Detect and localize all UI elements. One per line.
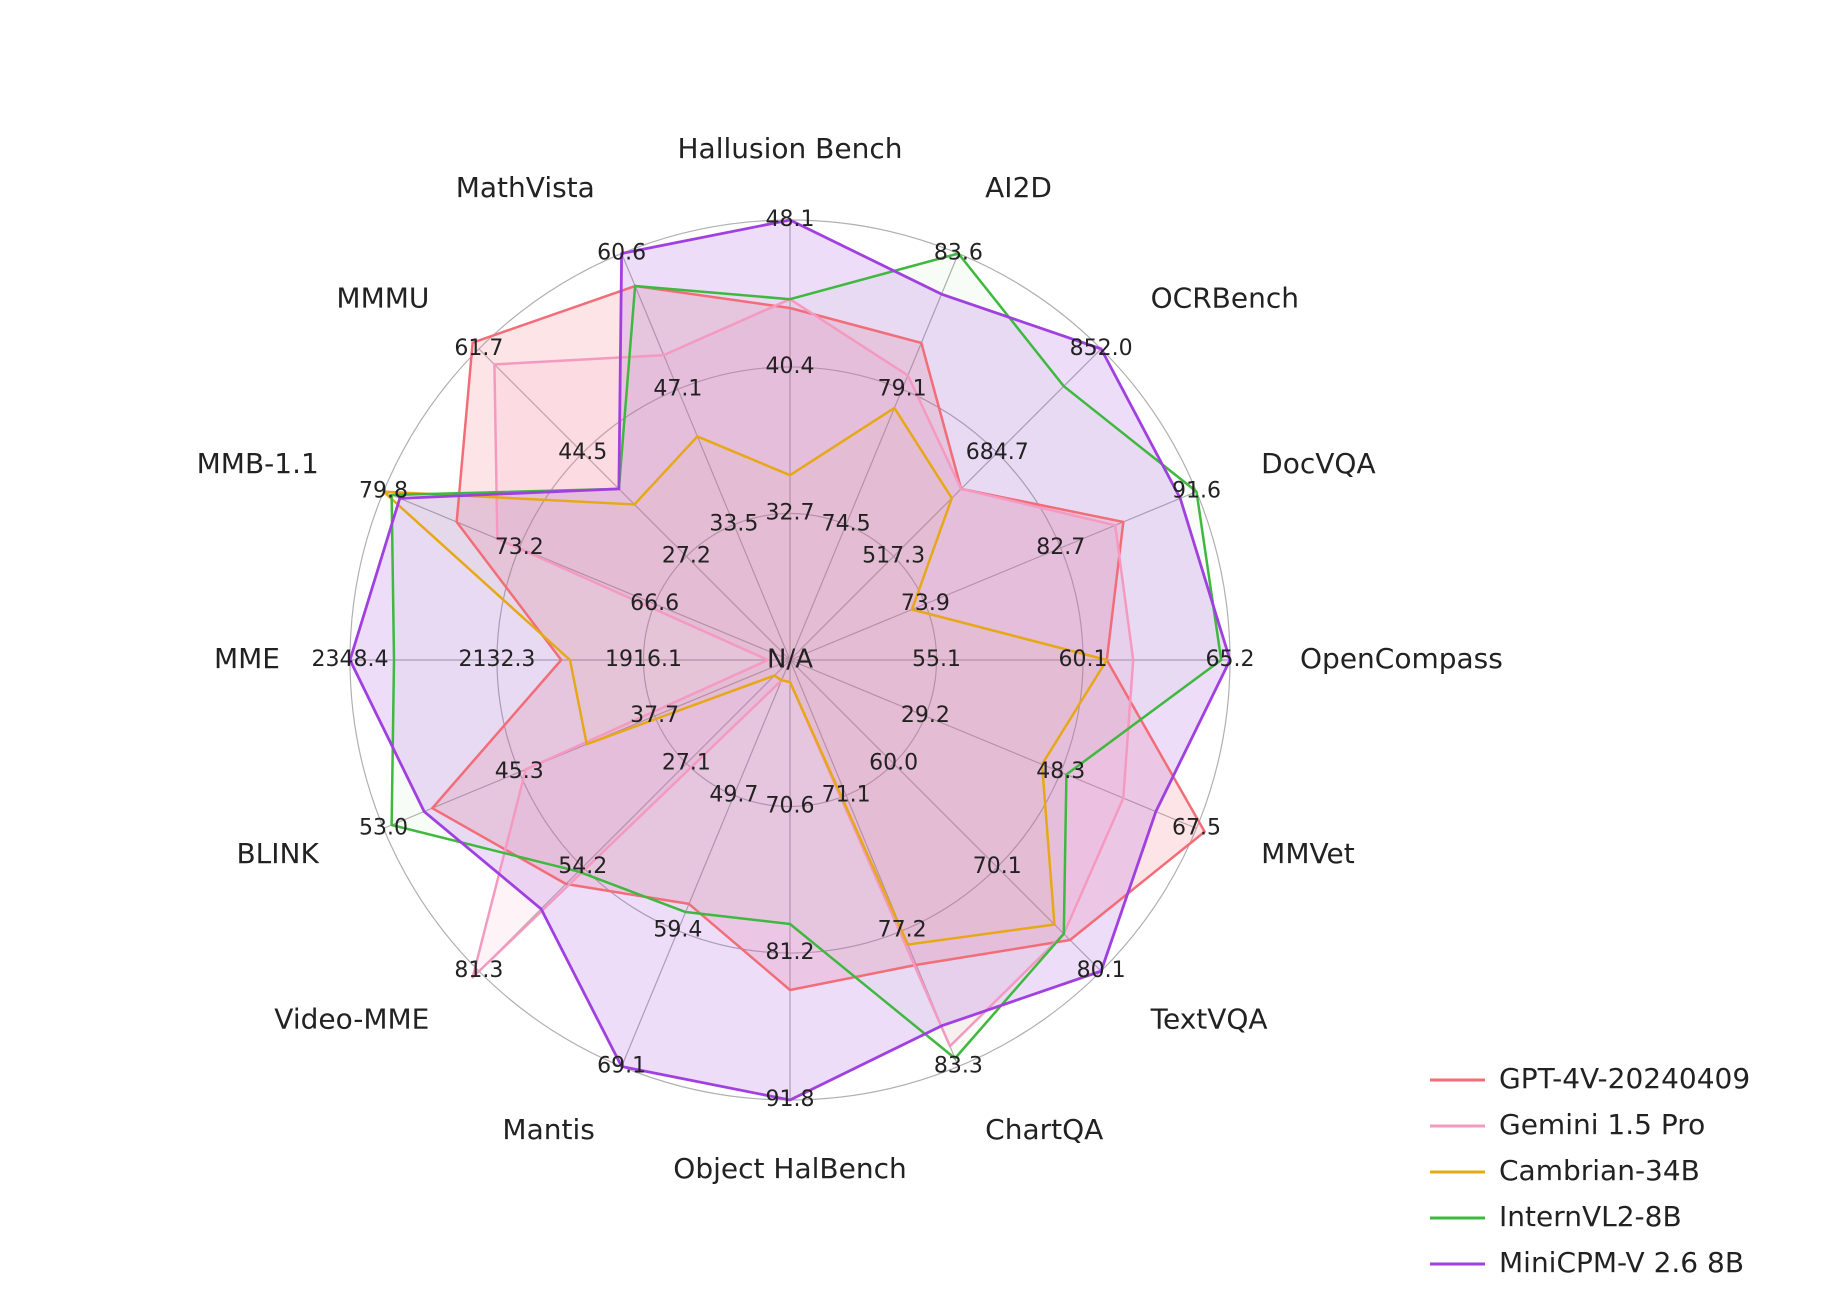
- legend-label: InternVL2-8B: [1499, 1200, 1682, 1233]
- tick-label: 91.6: [1172, 479, 1221, 504]
- axis-label: Mantis: [502, 1113, 594, 1146]
- tick-label: 55.1: [912, 647, 961, 672]
- center-label: N/A: [767, 645, 813, 675]
- axis-label: Video-MME: [274, 1003, 429, 1036]
- axis-label: MMMU: [336, 281, 429, 314]
- axis-label: DocVQA: [1261, 447, 1375, 480]
- tick-label: 73.2: [495, 535, 544, 560]
- tick-label: 73.9: [901, 591, 950, 616]
- tick-label: 70.6: [766, 794, 815, 819]
- tick-label: 79.8: [359, 479, 408, 504]
- tick-label: 2348.4: [312, 647, 389, 672]
- tick-label: 684.7: [966, 440, 1029, 465]
- tick-label: 83.6: [934, 240, 983, 265]
- tick-label: 852.0: [1070, 336, 1133, 361]
- tick-label: 80.1: [1077, 958, 1126, 983]
- tick-label: 67.5: [1172, 815, 1221, 840]
- tick-label: 71.1: [822, 782, 871, 807]
- tick-label: 40.4: [766, 354, 815, 379]
- axis-label: Hallusion Bench: [678, 132, 903, 165]
- tick-label: 29.2: [901, 703, 950, 728]
- tick-label: 82.7: [1036, 535, 1085, 560]
- tick-label: 1916.1: [605, 647, 682, 672]
- axis-label: BLINK: [236, 837, 319, 870]
- axis-label: MMB-1.1: [197, 447, 319, 480]
- tick-label: 48.3: [1036, 759, 1085, 784]
- tick-label: 27.1: [662, 751, 711, 776]
- tick-label: 81.2: [766, 940, 815, 965]
- tick-label: 27.2: [662, 543, 711, 568]
- axis-label: MMVet: [1261, 837, 1355, 870]
- tick-label: 66.6: [630, 591, 679, 616]
- tick-label: 33.5: [709, 512, 758, 537]
- radar-chart-container: 32.7 40.4 48.1 74.5 79.1 83.6 517.3 684.7 852.0 7…: [0, 0, 1822, 1314]
- legend-label: GPT-4V-20240409: [1499, 1062, 1750, 1095]
- tick-label: 45.3: [495, 759, 544, 784]
- axis-label: ChartQA: [985, 1113, 1103, 1146]
- tick-label: 49.7: [709, 782, 758, 807]
- tick-label: 79.1: [878, 376, 927, 401]
- tick-label: 70.1: [973, 854, 1022, 879]
- tick-label: 47.1: [653, 376, 702, 401]
- axis-label: OpenCompass: [1300, 642, 1503, 675]
- tick-label: 83.3: [934, 1054, 983, 1079]
- axis-label: MME: [214, 642, 280, 675]
- tick-label: 32.7: [766, 500, 815, 525]
- tick-label: 48.1: [766, 207, 815, 232]
- legend-label: Gemini 1.5 Pro: [1499, 1108, 1705, 1141]
- tick-label: 91.8: [766, 1087, 815, 1112]
- axis-label: MathVista: [456, 171, 595, 204]
- tick-label: 77.2: [878, 918, 927, 943]
- tick-label: 65.2: [1206, 647, 1255, 672]
- tick-label: 59.4: [653, 918, 702, 943]
- tick-label: 2132.3: [458, 647, 535, 672]
- tick-label: 44.5: [558, 440, 607, 465]
- axis-label: Object HalBench: [673, 1152, 906, 1185]
- legend: GPT-4V-20240409 Gemini 1.5 Pro Cambrian-34…: [1430, 1062, 1750, 1279]
- axis-label: OCRBench: [1151, 281, 1299, 314]
- radar-chart: 32.7 40.4 48.1 74.5 79.1 83.6 517.3 684.7 852.0 7…: [0, 0, 1822, 1314]
- tick-label: 60.6: [597, 240, 646, 265]
- axis-label: AI2D: [985, 171, 1052, 204]
- tick-label: 54.2: [558, 854, 607, 879]
- tick-label: 61.7: [454, 336, 503, 361]
- tick-label: 81.3: [454, 958, 503, 983]
- axis-label: TextVQA: [1150, 1003, 1268, 1036]
- tick-label: 37.7: [630, 703, 679, 728]
- tick-label: 53.0: [359, 815, 408, 840]
- tick-label: 60.1: [1059, 647, 1108, 672]
- tick-label: 74.5: [822, 512, 871, 537]
- tick-label: 517.3: [862, 543, 925, 568]
- tick-label: 60.0: [869, 751, 918, 776]
- legend-label: MiniCPM-V 2.6 8B: [1499, 1246, 1744, 1279]
- legend-label: Cambrian-34B: [1499, 1154, 1700, 1187]
- tick-label: 69.1: [597, 1054, 646, 1079]
